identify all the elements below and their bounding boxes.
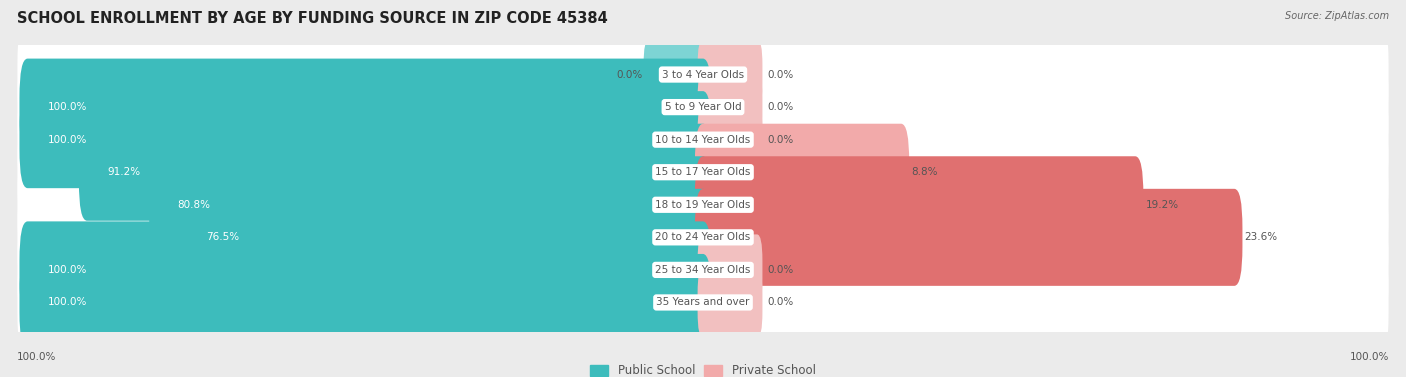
Text: 20 to 24 Year Olds: 20 to 24 Year Olds: [655, 232, 751, 242]
FancyBboxPatch shape: [695, 124, 910, 221]
Text: 35 Years and over: 35 Years and over: [657, 297, 749, 308]
FancyBboxPatch shape: [697, 39, 762, 110]
FancyBboxPatch shape: [17, 146, 1389, 264]
FancyBboxPatch shape: [20, 91, 711, 188]
FancyBboxPatch shape: [149, 156, 711, 253]
FancyBboxPatch shape: [17, 210, 1389, 329]
Text: 76.5%: 76.5%: [207, 232, 239, 242]
FancyBboxPatch shape: [17, 15, 1389, 134]
Text: 23.6%: 23.6%: [1244, 232, 1278, 242]
Text: 100.0%: 100.0%: [48, 265, 87, 275]
Text: 0.0%: 0.0%: [768, 135, 793, 145]
Text: 100.0%: 100.0%: [48, 135, 87, 145]
Text: 100.0%: 100.0%: [1350, 352, 1389, 362]
FancyBboxPatch shape: [20, 58, 711, 156]
FancyBboxPatch shape: [695, 189, 1243, 286]
Text: 0.0%: 0.0%: [616, 69, 643, 80]
Text: 80.8%: 80.8%: [177, 200, 211, 210]
FancyBboxPatch shape: [697, 104, 762, 175]
Text: 10 to 14 Year Olds: 10 to 14 Year Olds: [655, 135, 751, 145]
FancyBboxPatch shape: [697, 267, 762, 338]
FancyBboxPatch shape: [79, 124, 711, 221]
FancyBboxPatch shape: [17, 80, 1389, 199]
FancyBboxPatch shape: [20, 221, 711, 319]
Text: 15 to 17 Year Olds: 15 to 17 Year Olds: [655, 167, 751, 177]
Legend: Public School, Private School: Public School, Private School: [591, 365, 815, 377]
Text: 3 to 4 Year Olds: 3 to 4 Year Olds: [662, 69, 744, 80]
FancyBboxPatch shape: [17, 243, 1389, 362]
FancyBboxPatch shape: [697, 72, 762, 143]
FancyBboxPatch shape: [697, 234, 762, 305]
FancyBboxPatch shape: [17, 48, 1389, 167]
FancyBboxPatch shape: [17, 113, 1389, 231]
Text: 100.0%: 100.0%: [48, 102, 87, 112]
FancyBboxPatch shape: [17, 178, 1389, 297]
Text: 0.0%: 0.0%: [768, 102, 793, 112]
Text: 100.0%: 100.0%: [17, 352, 56, 362]
Text: 0.0%: 0.0%: [768, 265, 793, 275]
Text: 18 to 19 Year Olds: 18 to 19 Year Olds: [655, 200, 751, 210]
FancyBboxPatch shape: [644, 39, 709, 110]
Text: 25 to 34 Year Olds: 25 to 34 Year Olds: [655, 265, 751, 275]
Text: 91.2%: 91.2%: [107, 167, 141, 177]
FancyBboxPatch shape: [20, 254, 711, 351]
Text: 0.0%: 0.0%: [768, 297, 793, 308]
Text: 8.8%: 8.8%: [911, 167, 938, 177]
FancyBboxPatch shape: [695, 156, 1143, 253]
Text: 5 to 9 Year Old: 5 to 9 Year Old: [665, 102, 741, 112]
Text: 100.0%: 100.0%: [48, 297, 87, 308]
Text: 19.2%: 19.2%: [1146, 200, 1178, 210]
Text: Source: ZipAtlas.com: Source: ZipAtlas.com: [1285, 11, 1389, 21]
Text: SCHOOL ENROLLMENT BY AGE BY FUNDING SOURCE IN ZIP CODE 45384: SCHOOL ENROLLMENT BY AGE BY FUNDING SOUR…: [17, 11, 607, 26]
Text: 0.0%: 0.0%: [768, 69, 793, 80]
FancyBboxPatch shape: [179, 189, 711, 286]
